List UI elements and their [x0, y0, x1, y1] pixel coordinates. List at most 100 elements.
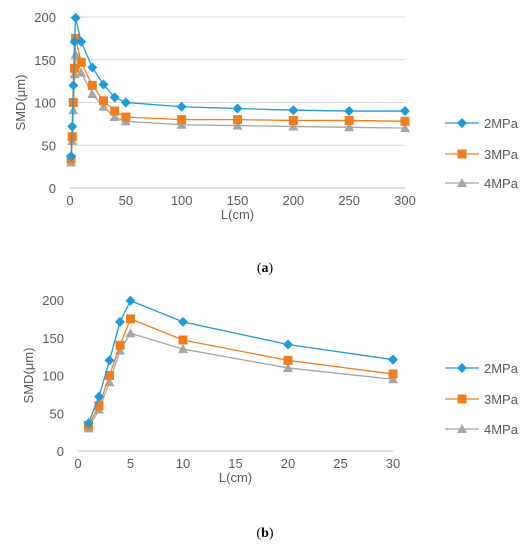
legend-label: 2MPa	[484, 361, 519, 376]
series-line	[70, 17, 405, 157]
y-tick-label: 100	[34, 96, 56, 111]
data-point	[288, 105, 299, 116]
data-point	[283, 362, 293, 372]
data-point	[288, 121, 299, 131]
series-4MPa	[83, 328, 398, 433]
data-point	[105, 371, 114, 380]
data-point	[98, 79, 109, 90]
legend-item: 2MPa	[445, 361, 519, 376]
x-tick-label: 50	[119, 193, 133, 208]
x-tick-label: 150	[227, 193, 249, 208]
data-point	[283, 355, 293, 365]
data-point	[83, 418, 94, 429]
data-point	[283, 339, 293, 350]
caption: (a)	[257, 261, 274, 276]
data-point	[176, 119, 187, 129]
y-tick-label: 50	[42, 138, 56, 153]
data-point	[388, 369, 398, 379]
data-point	[232, 103, 243, 114]
data-point	[66, 151, 77, 162]
series-line	[70, 38, 406, 159]
data-point	[68, 80, 79, 91]
y-tick-label: 50	[50, 406, 64, 421]
data-point	[94, 391, 104, 402]
series-line	[87, 299, 394, 424]
x-tick-label: 10	[176, 456, 190, 471]
data-point	[69, 63, 79, 73]
y-tick-label: 150	[42, 331, 64, 346]
legend-marker	[457, 363, 467, 373]
chart-panel-b: 0 50 100 150 200 0 5 10 15 20 25 30 L(cm) SMD(μm) 2MPa…	[21, 293, 519, 541]
series-2MPa	[66, 12, 410, 162]
data-point	[388, 374, 398, 384]
y-tick-label: 0	[49, 181, 56, 196]
data-point	[76, 67, 87, 77]
legend-item: 2MPa	[445, 116, 519, 131]
legend-marker	[457, 424, 467, 433]
data-point	[115, 316, 125, 327]
legend-item: 4MPa	[445, 176, 519, 191]
data-point	[233, 115, 242, 125]
data-point	[109, 92, 120, 103]
data-point	[99, 96, 108, 106]
data-point	[344, 115, 354, 125]
legend-label: 4MPa	[484, 422, 519, 437]
legend-label: 3MPa	[484, 147, 519, 162]
x-tick-label: 300	[394, 193, 416, 208]
data-point	[400, 106, 410, 117]
data-point	[67, 121, 78, 132]
y-tick-label: 200	[42, 293, 64, 308]
data-point	[120, 97, 131, 108]
data-point	[288, 115, 298, 125]
series-line	[87, 332, 394, 429]
x-tick-label: 25	[333, 456, 347, 471]
legend-item: 4MPa	[445, 422, 519, 437]
data-point	[115, 340, 125, 350]
x-axis-label: L(cm)	[221, 207, 254, 222]
data-point	[110, 106, 120, 116]
data-point	[178, 316, 188, 327]
data-point	[232, 120, 243, 130]
data-point	[125, 328, 136, 338]
data-point	[109, 112, 120, 122]
data-point	[76, 36, 87, 47]
y-tick-label: 150	[34, 53, 56, 68]
legend-marker	[457, 149, 467, 159]
series-2MPa	[83, 295, 398, 429]
x-tick-label: 15	[228, 456, 242, 471]
data-point	[400, 116, 410, 126]
data-point	[104, 355, 115, 366]
chart-panel-a: 0 50 100 150 200 0 50 100 150 200 250 300 L(cm) SMD(μ…	[13, 10, 519, 276]
data-point	[344, 122, 355, 132]
data-point	[125, 295, 136, 306]
x-axis-label: L(cm)	[219, 470, 252, 485]
data-point	[76, 57, 86, 67]
data-point	[121, 112, 131, 122]
data-point	[400, 123, 410, 133]
caption: (b)	[256, 526, 273, 541]
data-point	[98, 101, 109, 111]
legend-label: 3MPa	[484, 392, 519, 407]
legend-item: 3MPa	[445, 147, 519, 162]
legend-marker	[457, 394, 467, 404]
x-tick-label: 250	[338, 193, 360, 208]
data-point	[178, 344, 188, 354]
y-tick-label: 100	[42, 369, 64, 384]
y-tick-label: 0	[57, 444, 64, 459]
x-tick-label: 200	[282, 193, 304, 208]
y-axis-label: SMD(μm)	[21, 348, 36, 404]
x-tick-label: 30	[386, 456, 400, 471]
legend-marker	[457, 178, 467, 187]
data-point	[178, 335, 188, 345]
legend-marker	[457, 118, 467, 128]
data-point	[177, 115, 187, 125]
legend-item: 3MPa	[445, 392, 519, 407]
data-point	[69, 36, 80, 47]
series-line	[87, 318, 394, 426]
y-tick-label: 200	[34, 10, 56, 25]
legend-label: 4MPa	[484, 176, 519, 191]
data-point	[388, 354, 398, 365]
data-point	[87, 62, 98, 73]
x-tick-label: 0	[74, 456, 81, 471]
